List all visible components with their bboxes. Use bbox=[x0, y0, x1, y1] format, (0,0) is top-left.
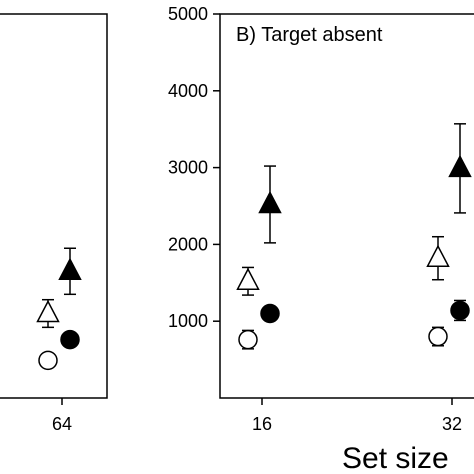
panel-b-filled-circle-point-0 bbox=[260, 303, 280, 324]
panel-b-y-tick-label-2: 3000 bbox=[168, 158, 208, 178]
panel-b-open-circle-point-0 bbox=[238, 329, 258, 350]
panel-a-open-circle-point-0 bbox=[38, 350, 58, 371]
panel-b-x-axis-title: Set size bbox=[342, 442, 449, 474]
panel-b: B) Target absent 1000 2000 3000 4000 5000 16 32… bbox=[168, 4, 474, 474]
panel-a-x-tick-label-0: 64 bbox=[52, 414, 72, 434]
panel-b-title: B) Target absent bbox=[236, 24, 383, 46]
panel-a: 64 bbox=[0, 13, 108, 434]
panel-b-y-tick-label-1: 2000 bbox=[168, 234, 208, 254]
panel-b-y-tick-label-4: 5000 bbox=[168, 4, 208, 24]
panel-b-y-tick-label-0: 1000 bbox=[168, 311, 208, 331]
panel-b-open-triangle-point-0 bbox=[236, 267, 260, 291]
panel-b-filled-triangle-point-1 bbox=[448, 154, 472, 178]
panel-a-frame bbox=[0, 13, 108, 399]
panel-b-x-tick-label-1: 32 bbox=[442, 414, 462, 434]
panel-b-x-tick-label-0: 16 bbox=[252, 414, 272, 434]
panel-a-filled-triangle-point-0 bbox=[58, 257, 82, 281]
panel-b-frame bbox=[219, 13, 474, 399]
panel-a-open-triangle-point-0 bbox=[36, 299, 60, 323]
panel-b-filled-triangle-point-0 bbox=[258, 190, 282, 214]
panel-b-open-circle-point-1 bbox=[428, 326, 448, 347]
panel-b-filled-circle-point-1 bbox=[450, 300, 470, 321]
panel-a-filled-circle-point-0 bbox=[60, 329, 80, 350]
panel-b-open-triangle-point-1 bbox=[426, 244, 450, 267]
panel-b-y-tick-label-3: 4000 bbox=[168, 81, 208, 101]
